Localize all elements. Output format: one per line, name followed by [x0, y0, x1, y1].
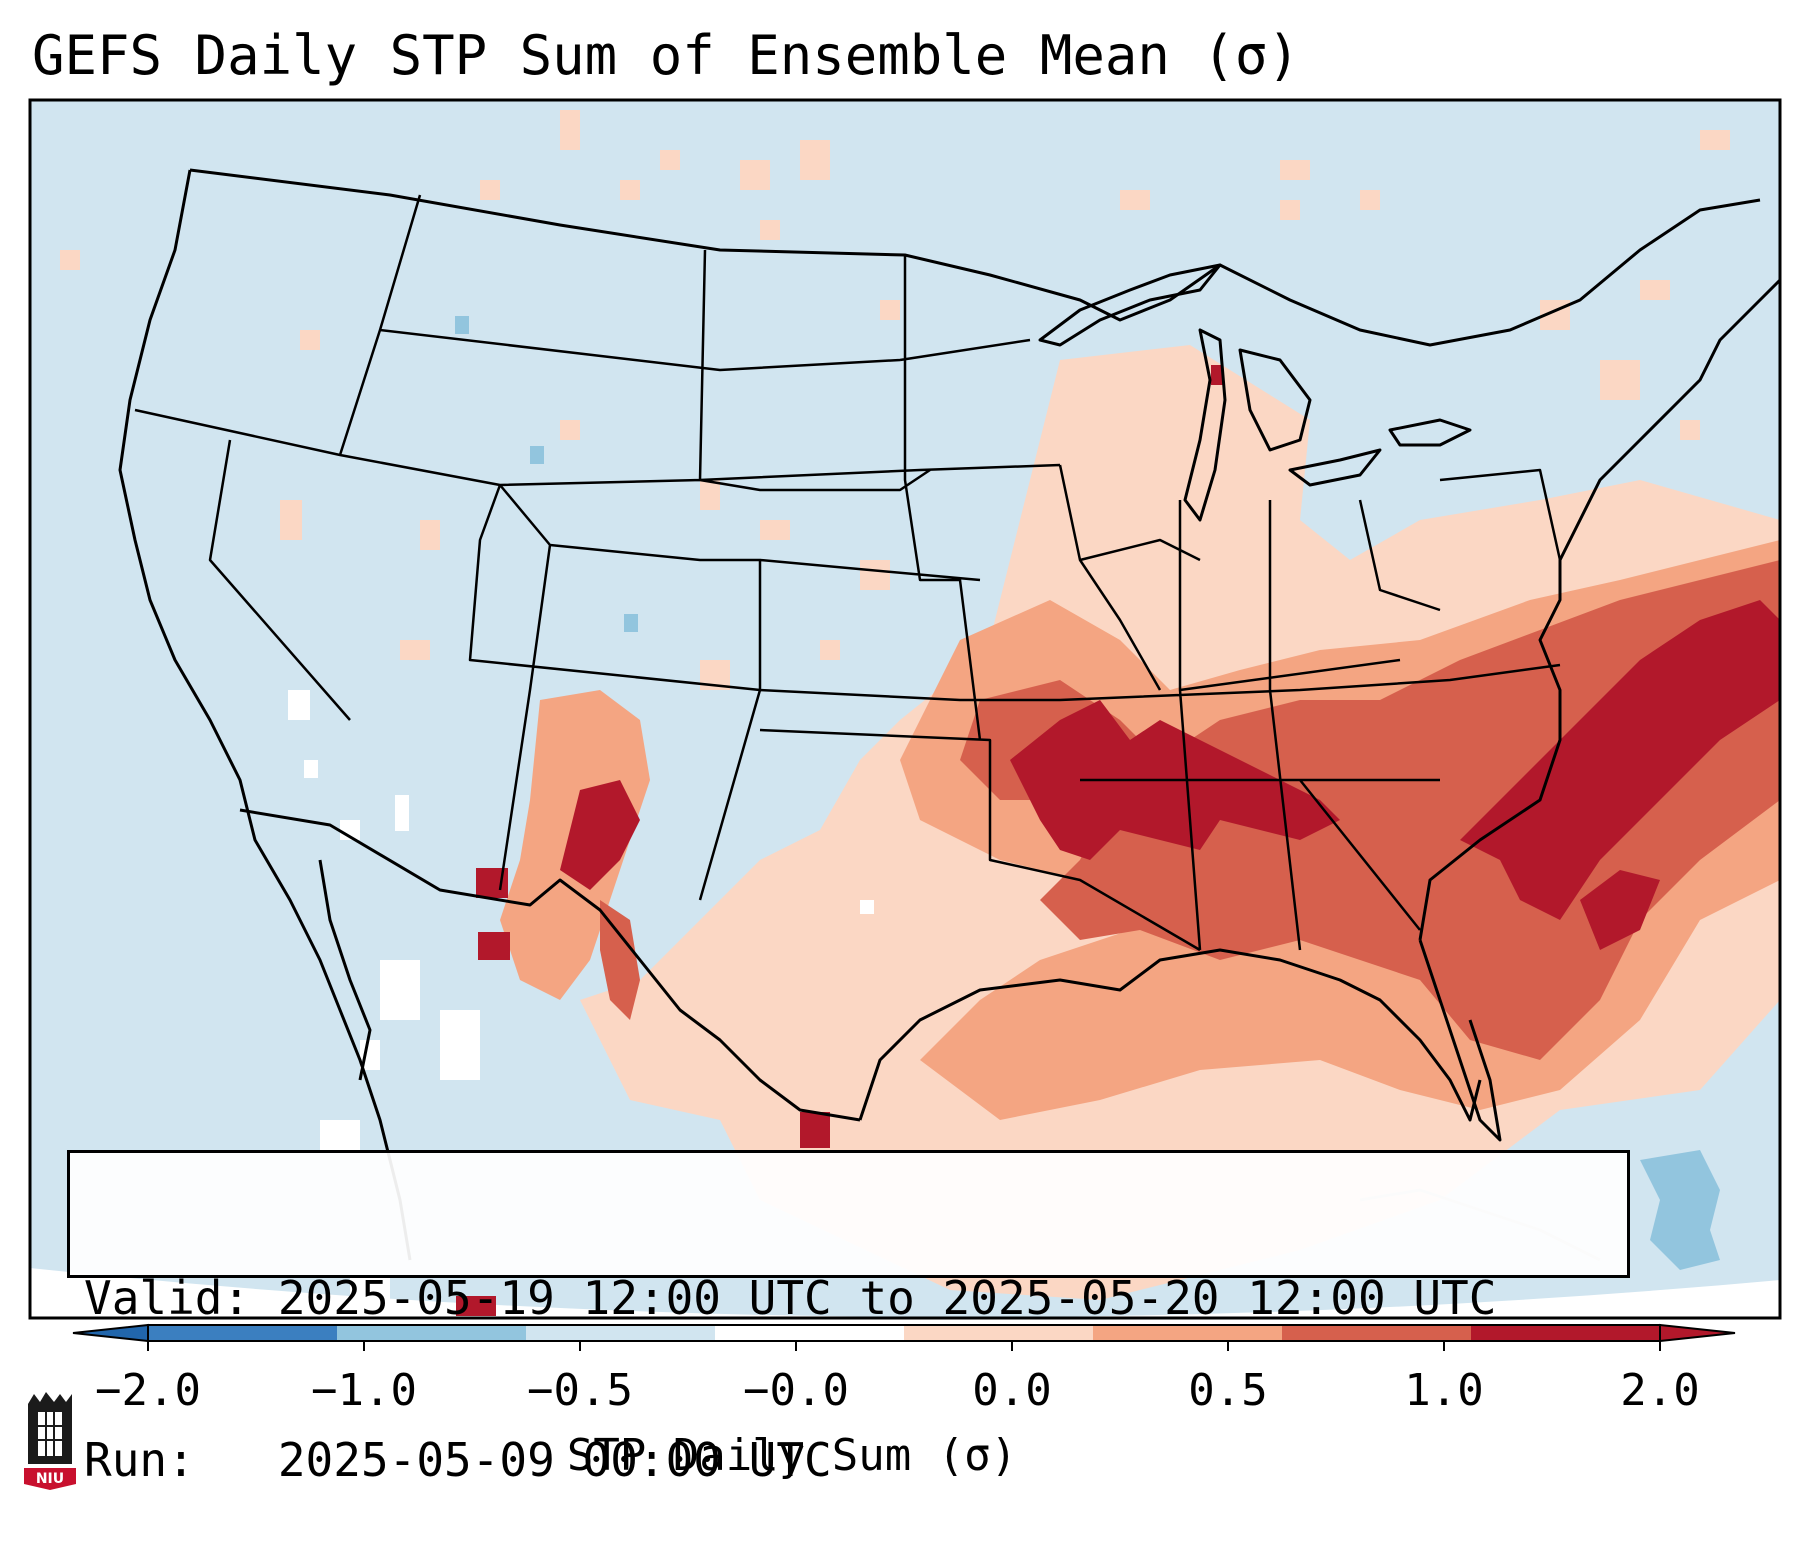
lake-erie	[1288, 448, 1382, 487]
stp-cell	[800, 1112, 830, 1148]
lake-huron	[1238, 348, 1312, 452]
logo-text: NIU	[36, 1471, 64, 1487]
stp-negative-cells	[455, 316, 1720, 1270]
colorbar-tick-label: 0.5	[1188, 1365, 1268, 1416]
state-lines	[134, 194, 1562, 952]
colorbar-tick-label: −0.0	[743, 1365, 849, 1416]
colorbar-tick-label: 1.0	[1404, 1365, 1484, 1416]
lake-superior	[1038, 263, 1222, 347]
stp-tx-core	[600, 900, 640, 1020]
stp-scattered-cells	[60, 110, 1730, 690]
run-time-text: Run: 2025-05-09 00:00 UTC	[84, 1433, 832, 1487]
stp-extreme-core-southeast	[1580, 870, 1660, 950]
lake-michigan	[1183, 328, 1227, 522]
coastline-florida	[1418, 939, 1502, 1142]
border-us-canada	[189, 168, 1761, 347]
coastline-gulf	[858, 948, 1482, 1122]
stp-cell	[478, 932, 510, 960]
colorbar-label: STP Daily Sum (σ)	[566, 1430, 1018, 1481]
colorbar-tick-label: −0.5	[527, 1365, 633, 1416]
valid-run-info-box: Valid: 2025-05-19 12:00 UTC to 2025-05-2…	[67, 1150, 1630, 1487]
stp-nm-core	[560, 780, 640, 890]
stp-high-positive-area	[960, 560, 1780, 1060]
coastline-baja	[318, 859, 372, 1081]
niu-logo: NIU	[24, 1392, 76, 1490]
colorbar-tick-label: 0.0	[972, 1365, 1052, 1416]
map-frame	[28, 98, 1782, 1320]
border-us-mexico	[239, 808, 861, 1122]
lake-ontario	[1388, 418, 1472, 447]
stp-cell	[1211, 365, 1223, 385]
stp-extreme-core-atlantic	[1460, 600, 1780, 920]
stp-map	[28, 98, 1782, 1320]
map-outlines	[118, 168, 1780, 1262]
stp-cell	[456, 1296, 496, 1316]
map-title: GEFS Daily STP Sum of Ensemble Mean (σ)	[32, 24, 1300, 87]
colorbar-tick-label: 2.0	[1620, 1365, 1700, 1416]
valid-time-text: Valid: 2025-05-19 12:00 UTC to 2025-05-2…	[84, 1271, 1497, 1325]
colorbar-tick-label: −2.0	[95, 1365, 201, 1416]
colorbar-tick-label: −1.0	[311, 1365, 417, 1416]
